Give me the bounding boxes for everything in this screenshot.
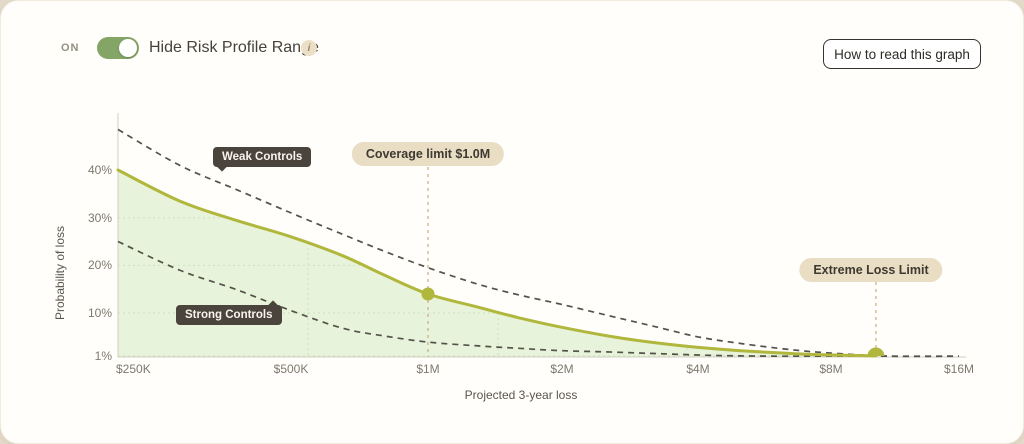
weak-controls-label-text: Weak Controls <box>222 151 303 163</box>
x-tick-label: $1M <box>416 362 440 376</box>
risk-profile-line <box>116 168 878 358</box>
extreme-loss-limit-marker[interactable] <box>867 347 885 357</box>
info-icon[interactable]: i <box>301 40 317 56</box>
x-tick-label: $8M <box>819 362 843 376</box>
extreme-loss-limit-pill[interactable]: Extreme Loss Limit <box>799 258 943 282</box>
y-tick-label: 10% <box>87 306 112 321</box>
toggle-label: Hide Risk Profile Range <box>149 39 319 56</box>
strong-controls-label-text: Strong Controls <box>185 309 273 321</box>
y-tick-label: 20% <box>87 258 112 273</box>
x-tick-label: $500K <box>273 362 309 376</box>
strong-controls-label: Strong Controls <box>176 300 282 325</box>
coverage-limit-marker[interactable] <box>421 287 435 301</box>
coverage-limit-pill[interactable]: Coverage limit $1.0M <box>351 142 505 166</box>
toggle-knob-icon <box>119 39 137 57</box>
x-tick-label: $16M <box>943 362 975 376</box>
how-to-read-button[interactable]: How to read this graph <box>823 39 981 69</box>
y-tick-label: 30% <box>87 210 112 225</box>
x-tick-label: $4M <box>686 362 710 376</box>
hide-risk-range-toggle[interactable] <box>97 37 139 59</box>
y-axis-title: Probability of loss <box>53 225 67 321</box>
x-axis-title: Projected 3-year loss <box>464 388 578 402</box>
toggle-state-label: ON <box>61 42 80 54</box>
x-tick-label: $2M <box>550 362 574 376</box>
y-tick-label: 40% <box>87 163 112 178</box>
risk-profile-area <box>118 170 876 357</box>
y-tick-label: 1% <box>94 348 112 363</box>
x-tick-label: $250K <box>116 362 151 376</box>
weak-controls-label: Weak Controls <box>213 147 312 172</box>
